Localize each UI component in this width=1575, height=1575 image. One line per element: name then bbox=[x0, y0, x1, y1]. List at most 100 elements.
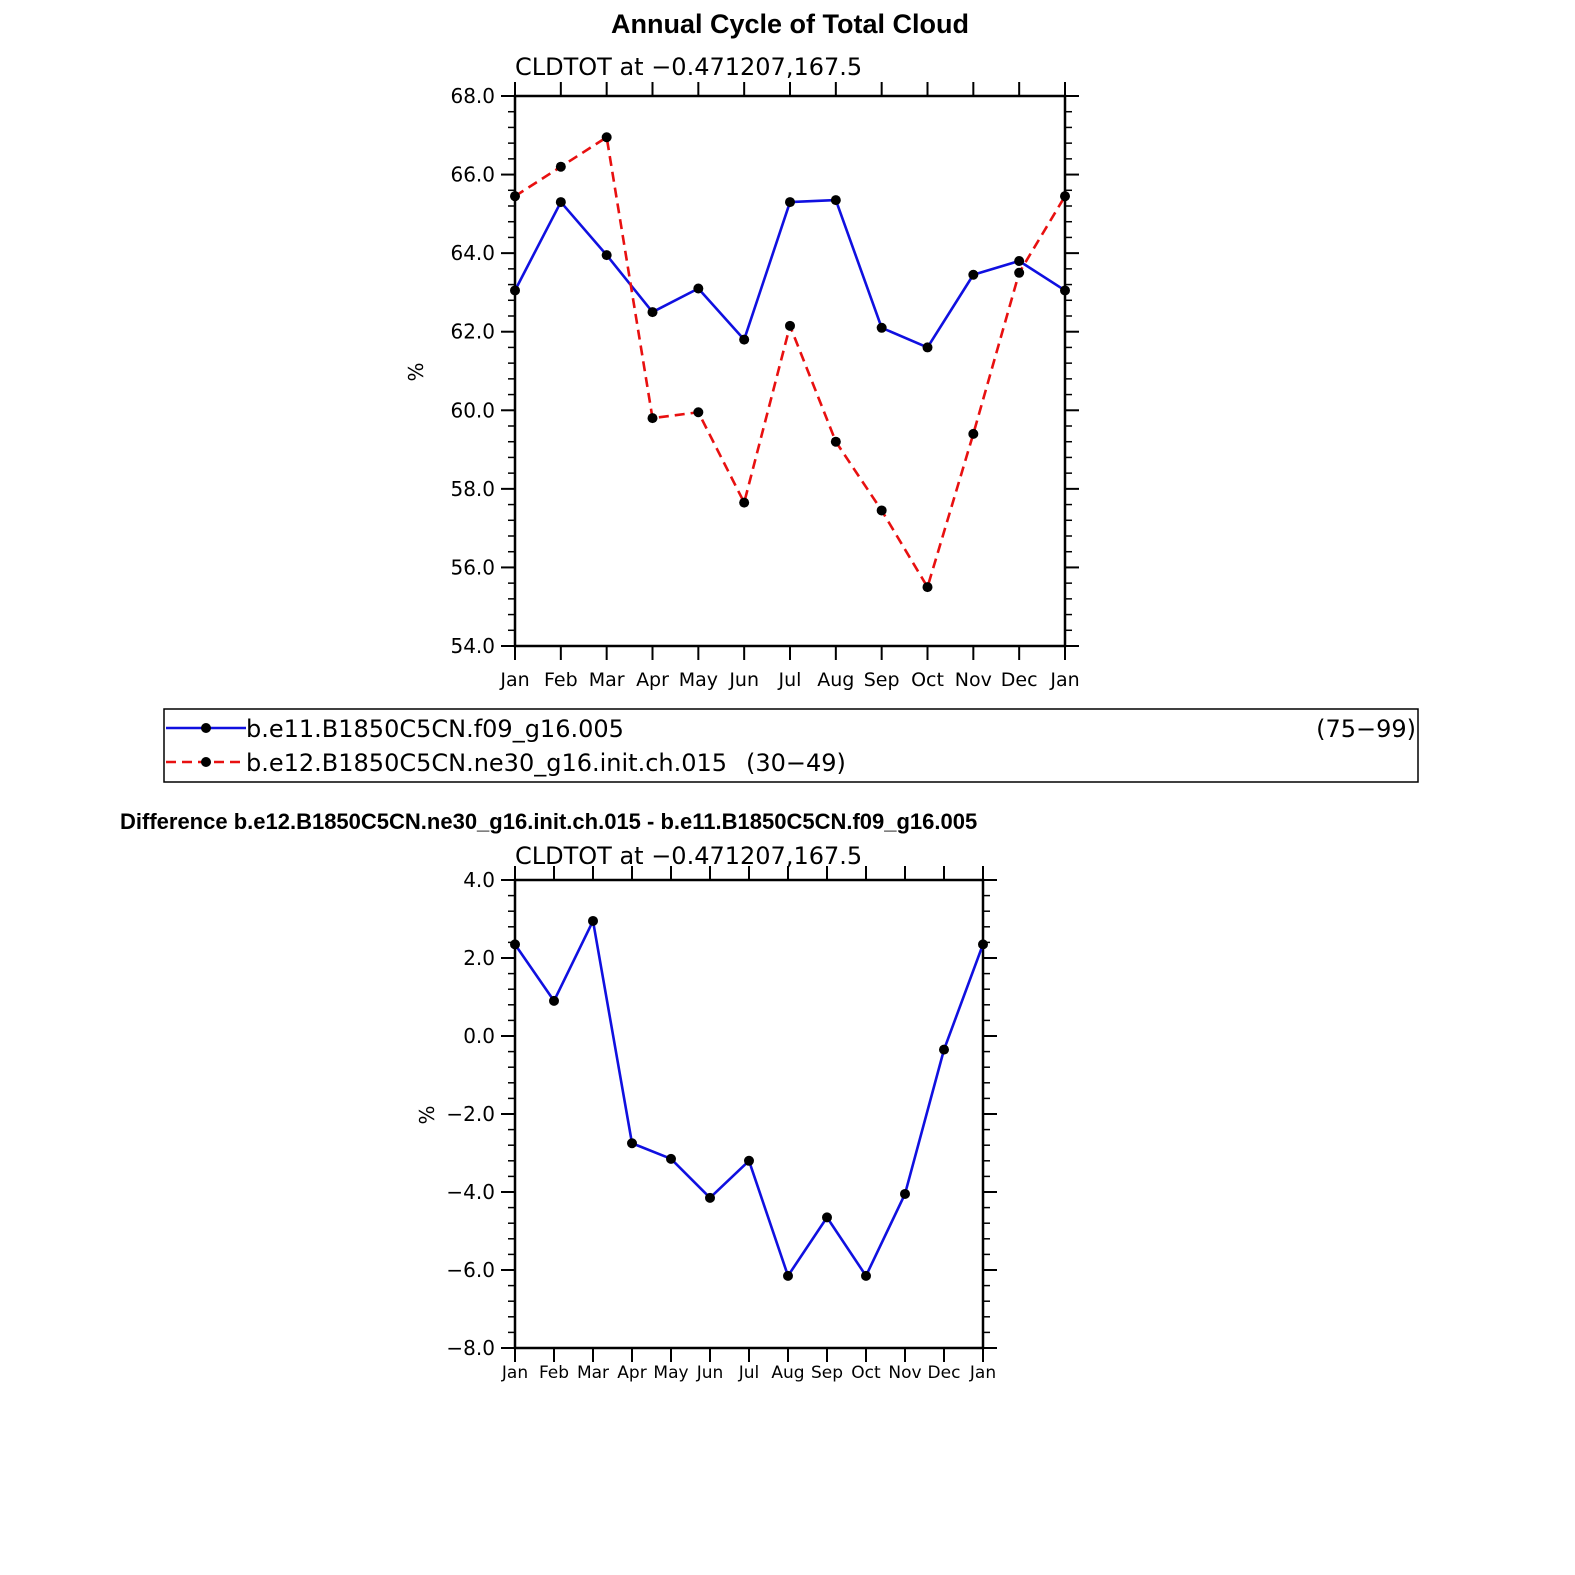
data-point-series-1-11 bbox=[939, 1044, 949, 1055]
x-tick-label-may: May bbox=[679, 669, 718, 691]
y-tick-label: −8.0 bbox=[446, 1336, 495, 1360]
y-tick-label: 56.0 bbox=[450, 555, 495, 579]
data-point-series-1-2 bbox=[601, 250, 612, 261]
legend-label-series-1: b.e11.B1850C5CN.f09_g16.005 bbox=[246, 715, 624, 743]
y-tick-label: 0.0 bbox=[463, 1024, 495, 1048]
y-tick-label: 54.0 bbox=[450, 634, 495, 658]
y-tick-label: 60.0 bbox=[450, 398, 495, 422]
legend-label-series-2: b.e12.B1850C5CN.ne30_g16.init.ch.015 bbox=[246, 749, 727, 777]
y-tick-label: 66.0 bbox=[450, 163, 495, 187]
x-tick-label-jan: Jan bbox=[1049, 669, 1079, 691]
legend: b.e11.B1850C5CN.f09_g16.005 (75−99) b.e1… bbox=[163, 708, 1419, 783]
data-point-series-1-4 bbox=[693, 283, 704, 294]
difference-plot-frame bbox=[513, 878, 985, 1350]
data-point-series-2-5 bbox=[739, 497, 750, 508]
data-point-series-2-11 bbox=[1014, 267, 1025, 278]
x-tick-label-jun: Jun bbox=[696, 1363, 724, 1383]
series-group bbox=[510, 132, 1070, 593]
data-point-series-1-7 bbox=[830, 195, 841, 206]
y-tick-labels: 54.0 56.0 58.0 60.0 62.0 64.0 66.0 68.0 bbox=[450, 84, 495, 658]
data-point-series-1-4 bbox=[666, 1153, 676, 1164]
legend-years-series-2: (30−49) bbox=[746, 749, 846, 777]
data-point-series-2-3 bbox=[647, 413, 658, 424]
x-tick-label-jan: Jan bbox=[969, 1363, 996, 1383]
data-point-series-1-6 bbox=[744, 1155, 754, 1166]
x-tick-label-mar: Mar bbox=[577, 1363, 609, 1383]
difference-chart: Difference b.e12.B1850C5CN.ne30_g16.init… bbox=[120, 809, 997, 1383]
x-tick-label-feb: Feb bbox=[539, 1363, 569, 1383]
data-point-series-1-5 bbox=[739, 334, 750, 345]
data-point-series-2-0 bbox=[510, 191, 520, 202]
data-point-series-2-6 bbox=[785, 320, 795, 331]
x-tick-label-nov: Nov bbox=[888, 1363, 921, 1383]
data-point-series-1-8 bbox=[822, 1212, 832, 1223]
y-tick-label: −4.0 bbox=[446, 1180, 495, 1204]
data-point-series-2-12 bbox=[1060, 191, 1070, 202]
data-point-series-1-9 bbox=[922, 342, 933, 353]
difference-y-axis-label: % bbox=[415, 1105, 439, 1124]
x-tick-label-mar: Mar bbox=[589, 669, 625, 691]
data-point-series-1-1 bbox=[555, 197, 566, 208]
y-tick-label: 2.0 bbox=[463, 946, 495, 970]
y-tick-label: −2.0 bbox=[446, 1102, 495, 1126]
y-tick-label: −6.0 bbox=[446, 1258, 495, 1282]
legend-frame bbox=[163, 708, 1419, 783]
difference-series-group bbox=[510, 915, 988, 1281]
x-tick-label-aug: Aug bbox=[817, 669, 854, 691]
axis-ticks bbox=[501, 82, 1079, 660]
x-tick-label-jan: Jan bbox=[499, 669, 529, 691]
difference-x-tick-labels: Jan Feb Mar Apr May Jun Jul Aug Sep Oct Nov Dec Jan bbox=[501, 1363, 996, 1383]
x-tick-label-may: May bbox=[653, 1363, 688, 1383]
legend-marker-series-2 bbox=[201, 757, 211, 767]
x-tick-label-apr: Apr bbox=[617, 1363, 646, 1383]
chart-title: Annual Cycle of Total Cloud bbox=[611, 9, 969, 39]
x-tick-label-jul: Jul bbox=[738, 1363, 760, 1383]
y-tick-label: 58.0 bbox=[450, 477, 495, 501]
difference-y-tick-labels: −8.0 −6.0 −4.0 −2.0 0.0 2.0 4.0 bbox=[446, 868, 495, 1360]
data-point-series-2-10 bbox=[968, 428, 979, 439]
x-tick-label-oct: Oct bbox=[911, 669, 944, 691]
x-tick-label-aug: Aug bbox=[771, 1363, 804, 1383]
data-point-series-1-9 bbox=[861, 1270, 871, 1281]
data-point-series-2-7 bbox=[830, 436, 841, 447]
data-point-series-2-2 bbox=[601, 132, 612, 143]
data-point-series-1-3 bbox=[627, 1138, 637, 1149]
x-tick-label-jun: Jun bbox=[728, 669, 759, 691]
y-tick-label: 4.0 bbox=[463, 868, 495, 892]
plot-frame bbox=[513, 94, 1067, 648]
data-point-series-1-12 bbox=[1060, 285, 1070, 296]
x-tick-label-sep: Sep bbox=[864, 669, 900, 691]
data-point-series-1-5 bbox=[705, 1192, 715, 1203]
x-tick-label-jul: Jul bbox=[778, 669, 802, 691]
difference-title: Difference b.e12.B1850C5CN.ne30_g16.init… bbox=[120, 809, 977, 834]
data-point-series-2-8 bbox=[876, 505, 887, 516]
y-tick-label: 68.0 bbox=[450, 84, 495, 108]
x-tick-labels: Jan Feb Mar Apr May Jun Jul Aug Sep Oct Nov Dec Jan bbox=[499, 669, 1079, 691]
data-point-series-1-3 bbox=[647, 307, 658, 318]
data-point-series-1-10 bbox=[968, 269, 979, 280]
data-point-series-1-1 bbox=[549, 995, 559, 1006]
data-point-series-2-1 bbox=[555, 161, 566, 172]
data-point-series-1-10 bbox=[900, 1188, 910, 1199]
legend-years-series-1: (75−99) bbox=[1316, 715, 1416, 743]
x-tick-label-sep: Sep bbox=[811, 1363, 843, 1383]
series-line-1 bbox=[513, 919, 985, 1278]
x-tick-label-dec: Dec bbox=[1001, 669, 1038, 691]
data-point-series-1-0 bbox=[510, 285, 520, 296]
y-axis-label: % bbox=[404, 362, 428, 381]
y-tick-label: 64.0 bbox=[450, 241, 495, 265]
difference-axis-ticks bbox=[501, 866, 997, 1362]
data-point-series-1-0 bbox=[510, 939, 520, 950]
chart-subtitle: CLDTOT at −0.471207,167.5 bbox=[515, 53, 862, 81]
x-tick-label-dec: Dec bbox=[928, 1363, 961, 1383]
x-tick-label-jan: Jan bbox=[501, 1363, 528, 1383]
data-point-series-1-6 bbox=[785, 197, 795, 208]
data-point-series-2-4 bbox=[693, 407, 704, 418]
difference-subtitle: CLDTOT at −0.471207,167.5 bbox=[515, 842, 862, 870]
x-tick-label-apr: Apr bbox=[636, 669, 669, 691]
data-point-series-1-7 bbox=[783, 1270, 793, 1281]
y-tick-label: 62.0 bbox=[450, 320, 495, 344]
legend-marker-series-1 bbox=[201, 723, 211, 733]
data-point-series-1-11 bbox=[1014, 256, 1025, 266]
